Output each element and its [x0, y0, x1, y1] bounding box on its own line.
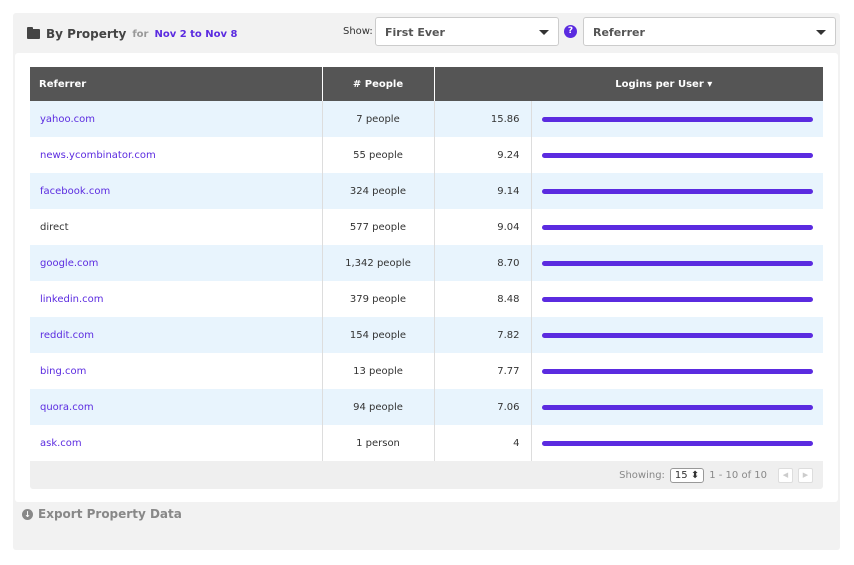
value-cell: 15.86 — [434, 101, 532, 137]
value-bar — [541, 296, 813, 302]
people-cell: 1 person — [321, 425, 435, 461]
table-row: news.ycombinator.com 55 people 9.24 — [30, 137, 823, 173]
table-row: reddit.com 154 people 7.82 — [30, 317, 823, 353]
referrer-cell: news.ycombinator.com — [30, 137, 322, 173]
export-button[interactable]: ↓ Export Property Data — [22, 507, 182, 521]
next-page-button[interactable]: ▶ — [798, 467, 813, 483]
referrer-cell: bing.com — [30, 353, 322, 389]
pagination-bar: Showing: 15 ⬍ 1 - 10 of 10 ◀ ▶ — [30, 461, 823, 489]
value-cell: 9.04 — [434, 209, 532, 245]
show-select-value: First Ever — [385, 26, 445, 39]
value-cell: 7.77 — [434, 353, 532, 389]
value-cell: 7.82 — [434, 317, 532, 353]
bar-cell — [531, 173, 823, 209]
property-select-value: Referrer — [593, 26, 645, 39]
bar-cell — [531, 101, 823, 137]
referrer-link[interactable]: quora.com — [40, 401, 94, 413]
page-range: 1 - 10 of 10 — [709, 469, 767, 481]
value-cell: 9.24 — [434, 137, 532, 173]
referrer-cell: yahoo.com — [30, 101, 322, 137]
property-select[interactable]: Referrer — [583, 17, 836, 46]
property-panel: By Property for Nov 2 to Nov 8 Show: Fir… — [13, 13, 840, 550]
folder-icon — [27, 27, 40, 39]
value-bar — [541, 368, 813, 374]
referrer-link[interactable]: news.ycombinator.com — [40, 149, 156, 161]
bar-cell — [531, 281, 823, 317]
value-bar — [541, 152, 813, 158]
table-row: ask.com 1 person 4 — [30, 425, 823, 461]
value-cell: 8.48 — [434, 281, 532, 317]
value-cell: 7.06 — [434, 389, 532, 425]
referrer-link[interactable]: bing.com — [40, 365, 87, 377]
bar-cell — [531, 245, 823, 281]
referrer-cell: linkedin.com — [30, 281, 322, 317]
column-header-referrer[interactable]: Referrer — [30, 67, 323, 101]
download-icon: ↓ — [22, 508, 33, 520]
referrer-link[interactable]: reddit.com — [40, 329, 94, 341]
show-label: Show: — [343, 26, 373, 37]
value-bar — [541, 224, 813, 230]
table-card: Referrer # People Logins per User ▾ yaho… — [15, 53, 838, 502]
bar-cell — [531, 137, 823, 173]
table-row: google.com 1,342 people 8.70 — [30, 245, 823, 281]
table-row: direct 577 people 9.04 — [30, 209, 823, 245]
value-bar — [541, 116, 813, 122]
prev-page-button[interactable]: ◀ — [778, 467, 793, 483]
export-label: Export Property Data — [38, 507, 182, 521]
value-bar — [541, 260, 813, 266]
referrer-link[interactable]: facebook.com — [40, 185, 111, 197]
for-label: for — [132, 28, 149, 40]
people-cell: 7 people — [321, 101, 435, 137]
value-bar — [541, 332, 813, 338]
value-cell: 9.14 — [434, 173, 532, 209]
panel-title: By Property for Nov 2 to Nov 8 — [27, 27, 237, 41]
people-cell: 577 people — [321, 209, 435, 245]
value-bar — [541, 440, 813, 446]
showing-label: Showing: — [619, 469, 665, 481]
per-page-select[interactable]: 15 ⬍ — [669, 467, 705, 483]
column-header-people[interactable]: # People — [322, 67, 435, 101]
people-cell: 1,342 people — [321, 245, 435, 281]
referrer-cell: facebook.com — [30, 173, 322, 209]
value-cell: 4 — [434, 425, 532, 461]
title-text: By Property — [46, 27, 127, 41]
property-table: Referrer # People Logins per User ▾ yaho… — [30, 67, 823, 461]
value-bar — [541, 404, 813, 410]
referrer-cell: ask.com — [30, 425, 322, 461]
referrer-text: direct — [40, 221, 69, 233]
referrer-link[interactable]: yahoo.com — [40, 113, 95, 125]
referrer-cell: direct — [30, 209, 322, 245]
bar-cell — [531, 353, 823, 389]
referrer-link[interactable]: linkedin.com — [40, 293, 104, 305]
bar-cell — [531, 425, 823, 461]
column-header-logins-per-user[interactable]: Logins per User ▾ — [434, 67, 823, 101]
table-row: yahoo.com 7 people 15.86 — [30, 101, 823, 137]
table-row: linkedin.com 379 people 8.48 — [30, 281, 823, 317]
people-cell: 379 people — [321, 281, 435, 317]
people-cell: 154 people — [321, 317, 435, 353]
referrer-cell: reddit.com — [30, 317, 322, 353]
people-cell: 94 people — [321, 389, 435, 425]
table-row: bing.com 13 people 7.77 — [30, 353, 823, 389]
referrer-link[interactable]: google.com — [40, 257, 99, 269]
bar-cell — [531, 389, 823, 425]
people-cell: 324 people — [321, 173, 435, 209]
date-range-link[interactable]: Nov 2 to Nov 8 — [154, 28, 238, 40]
bar-cell — [531, 209, 823, 245]
chevron-down-icon — [816, 30, 826, 35]
chevron-down-icon — [539, 30, 549, 35]
value-cell: 8.70 — [434, 245, 532, 281]
help-icon[interactable]: ? — [564, 25, 577, 38]
people-cell: 13 people — [321, 353, 435, 389]
table-row: facebook.com 324 people 9.14 — [30, 173, 823, 209]
table-row: quora.com 94 people 7.06 — [30, 389, 823, 425]
referrer-cell: quora.com — [30, 389, 322, 425]
referrer-link[interactable]: ask.com — [40, 437, 82, 449]
show-select[interactable]: First Ever — [375, 17, 559, 46]
value-bar — [541, 188, 813, 194]
people-cell: 55 people — [321, 137, 435, 173]
referrer-cell: google.com — [30, 245, 322, 281]
bar-cell — [531, 317, 823, 353]
